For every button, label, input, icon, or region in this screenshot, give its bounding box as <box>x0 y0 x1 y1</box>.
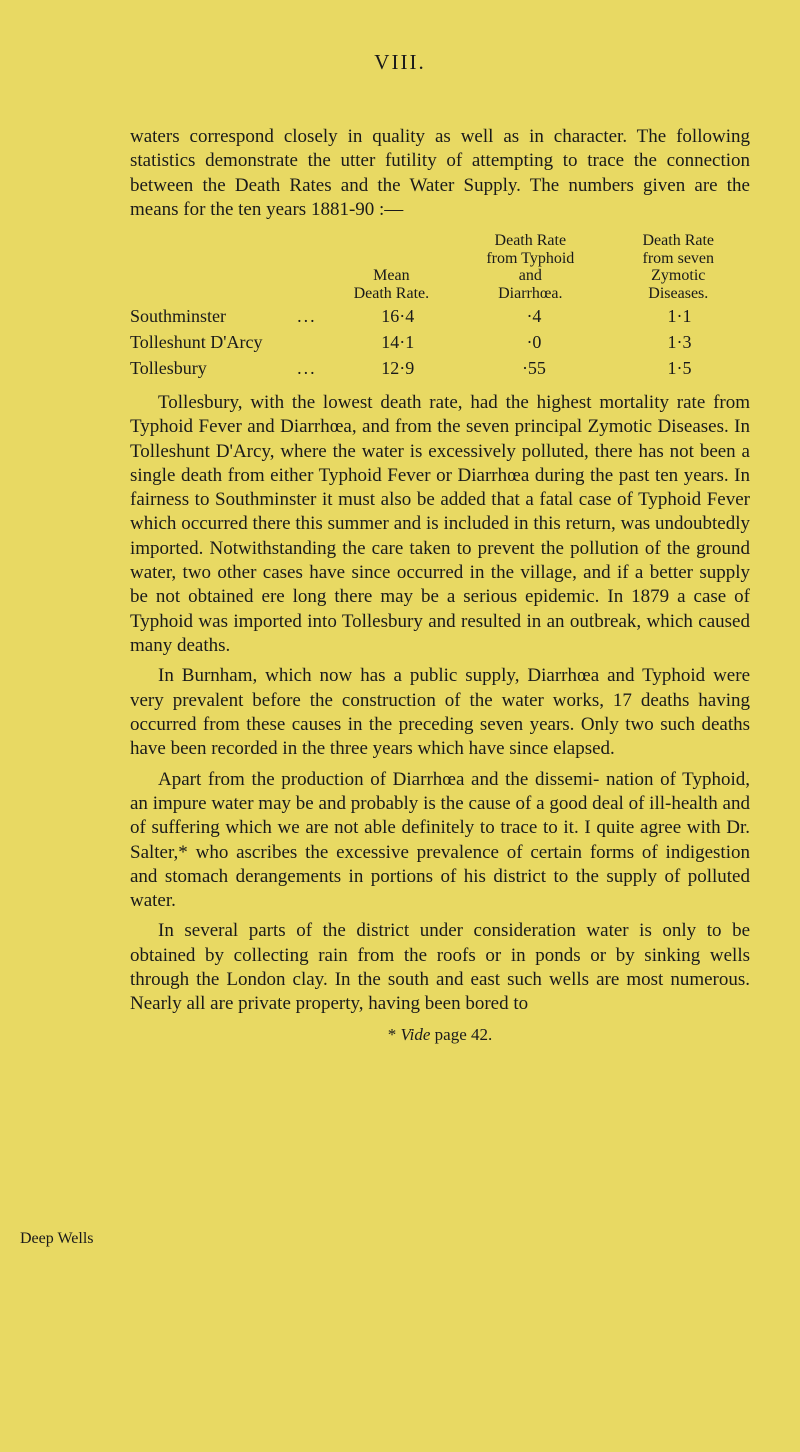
row-dots: ... <box>297 355 317 381</box>
paragraph-2: Tollesbury, with the lowest death rate, … <box>130 391 750 658</box>
margin-label-deep-wells: Deep Wells <box>20 1230 95 1248</box>
row-typh: ·4 <box>459 303 609 329</box>
table-header-zymotic: Death Rate from seven Zymotic Diseases. <box>607 232 750 302</box>
row-name: Tolleshunt D'Arcy <box>130 329 337 355</box>
table-row: Southminster ... 16·4 ·4 1·1 <box>130 303 750 329</box>
row-mean: 12·9 <box>337 355 459 381</box>
page-header: VIII. <box>40 50 760 75</box>
paragraph-1: waters correspond closely in quality as … <box>130 125 750 222</box>
row-zym: 1·3 <box>609 329 750 355</box>
paragraph-4: Apart from the production of Diarrhœa an… <box>130 768 750 914</box>
row-dots: ... <box>297 303 317 329</box>
table-header-typhoid: Death Rate from Typhoid and Diarrhœa. <box>454 232 606 302</box>
paragraph-3: In Burnham, which now has a public suppl… <box>130 664 750 761</box>
content: waters correspond closely in quality as … <box>130 125 750 1045</box>
footnote: * Vide page 42. <box>130 1025 750 1045</box>
rates-table: Mean Death Rate. Death Rate from Typhoid… <box>130 232 750 381</box>
page: VIII. waters correspond closely in quali… <box>0 0 800 1452</box>
table-header-mean: Mean Death Rate. <box>329 267 454 302</box>
row-zym: 1·1 <box>609 303 750 329</box>
row-name-text: Southminster <box>130 306 226 326</box>
row-typh: ·55 <box>459 355 609 381</box>
row-name: Southminster ... <box>130 303 337 329</box>
row-typh: ·0 <box>459 329 609 355</box>
row-mean: 14·1 <box>337 329 459 355</box>
row-name-text: Tolleshunt D'Arcy <box>130 332 262 352</box>
row-mean: 16·4 <box>337 303 459 329</box>
table-row: Tollesbury ... 12·9 ·55 1·5 <box>130 355 750 381</box>
row-name: Tollesbury ... <box>130 355 337 381</box>
paragraph-5: In several parts of the district under c… <box>130 919 750 1016</box>
footnote-text: * Vide page 42. <box>388 1025 493 1044</box>
table-header-row: Mean Death Rate. Death Rate from Typhoid… <box>130 232 750 302</box>
table-row: Tolleshunt D'Arcy 14·1 ·0 1·3 <box>130 329 750 355</box>
row-zym: 1·5 <box>609 355 750 381</box>
row-name-text: Tollesbury <box>130 358 207 378</box>
